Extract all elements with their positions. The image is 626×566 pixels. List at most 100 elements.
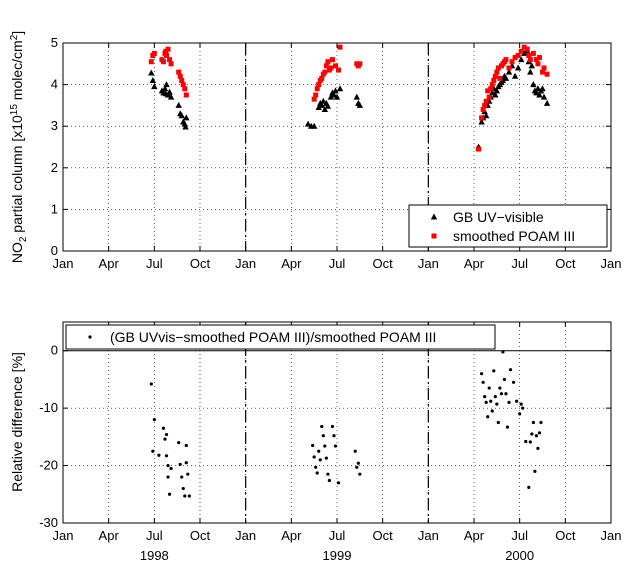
y-tick-label: 5 [51,35,58,50]
x-tick-label: Jan [53,256,74,271]
data-point-square [332,63,338,69]
x-tick-label: Jan [418,528,439,543]
data-point-dot [518,412,522,416]
data-point-triangle [499,76,507,83]
data-point-square [151,50,157,56]
data-point-triangle [163,81,170,88]
data-point-triangle [167,93,175,100]
data-point-square [325,59,331,65]
data-point-square [518,48,524,54]
data-point-triangle [482,112,490,119]
x-tick-label: Jan [601,256,622,271]
data-point-dot [330,424,335,429]
data-point-square [480,107,486,113]
data-point-square [530,50,536,56]
data-point-triangle [330,91,338,98]
data-point-dot [184,461,188,465]
data-point-triangle [321,106,329,113]
x-tick-label: Apr [281,528,302,543]
data-point-dot [484,400,488,404]
y-tick-label: 4 [51,77,58,92]
data-point-square [319,75,325,81]
data-point-triangle [161,85,169,92]
x-tick-label: Oct [555,256,576,271]
data-point-dot [537,431,542,435]
bottom-panel: Jan Apr Jul Oct Jan Apr Jul Oct Jan Apr Jul Oct Jan-… [9,321,622,563]
data-point-square [148,59,154,65]
data-point-square [541,65,547,71]
data-point-triangle [514,64,522,71]
data-point-dot [321,434,325,438]
data-point-triangle [521,49,528,56]
data-point-square [322,69,328,75]
data-point-square [483,98,489,104]
data-point-square [536,55,542,61]
data-point-triangle [534,85,542,92]
y-axis-title: NO2 partial column [x1015 molec/cm2] [9,31,29,263]
data-point-triangle [478,118,485,125]
data-point-dot [312,455,316,459]
data-point-dot [178,462,182,467]
data-point-dot [534,434,539,438]
year-label: 1998 [140,548,169,563]
legend-marker-square [431,233,437,239]
x-tick-label: Oct [555,528,576,543]
x-tick-label: Jan [235,256,256,271]
data-point-square [182,86,188,92]
data-point-dot [533,469,537,473]
legend-label: smoothed POAM III [453,228,575,244]
data-point-dot [149,382,153,386]
data-point-dot [511,380,516,384]
data-point-triangle [148,69,155,76]
data-point-dot [164,432,169,437]
data-point-square [183,92,189,98]
data-point-triangle [540,93,548,100]
data-point-triangle [320,97,327,104]
data-point-dot [480,372,484,376]
data-point-triangle [492,91,499,98]
x-tick-label: Jul [511,528,528,543]
data-point-triangle [530,81,537,88]
top-panel: Jan Apr Jul Oct Jan Apr Jul Oct Jan Apr Jul Oct Jan0… [9,31,621,271]
y-tick-label: 0 [51,243,58,258]
x-tick-label: Oct [190,528,211,543]
data-point-square [167,57,173,63]
data-point-triangle [324,102,332,109]
data-point-dot [166,475,170,479]
data-point-square [357,61,363,67]
data-point-dot [504,392,508,396]
data-point-dot [317,449,321,453]
year-label: 1999 [323,548,352,563]
data-point-square [495,65,501,71]
data-point-dot [508,368,513,372]
data-point-dot [490,409,494,413]
y-axis-title: Relative difference [%] [9,352,25,492]
x-tick-label: Jan [601,528,622,543]
data-point-square [311,96,317,102]
data-point-dot [163,437,167,441]
data-point-dot [157,453,161,457]
legend-box [408,204,608,248]
data-point-triangle [502,74,510,81]
data-point-square [524,46,530,52]
data-point-triangle [318,101,325,108]
data-point-triangle [332,87,339,94]
data-point-dot [486,415,490,419]
data-point-dot [505,425,510,429]
data-point-dot [183,494,187,498]
data-point-triangle [353,93,360,100]
data-point-dot [531,420,535,425]
data-point-dot [524,439,528,444]
legend-marker-triangle [430,213,438,220]
data-point-dot [181,486,185,491]
data-point-triangle [175,101,182,108]
y-tick-label: -20 [39,458,58,473]
x-tick-label: Jul [146,256,163,271]
data-point-square [482,102,488,108]
data-point-triangle [166,88,173,95]
data-point-triangle [505,68,513,75]
y-tick-label: -30 [39,515,58,530]
data-point-dot [315,471,319,475]
data-point-dot [355,465,359,469]
data-point-dot [495,402,499,406]
